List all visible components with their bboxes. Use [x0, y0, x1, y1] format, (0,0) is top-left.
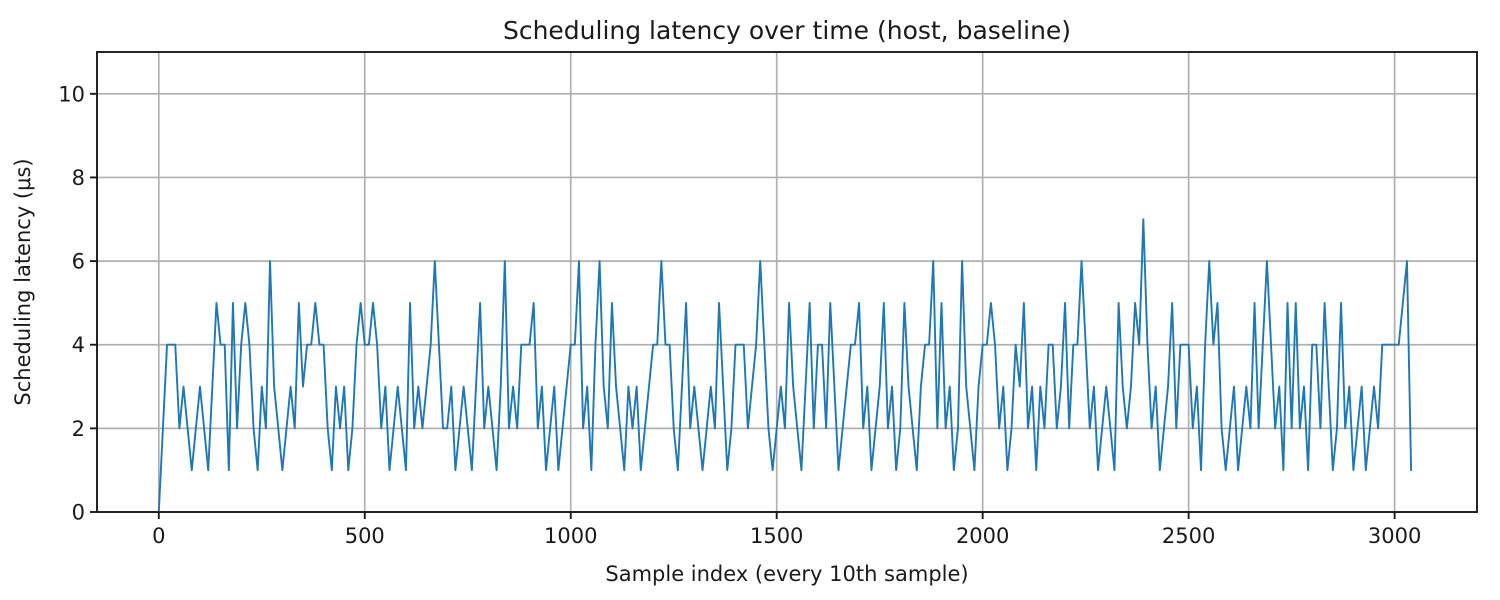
- x-tick-label: 2000: [956, 524, 1009, 548]
- x-tick-label: 2500: [1162, 524, 1215, 548]
- x-tick-label: 1000: [544, 524, 597, 548]
- x-tick-label: 0: [152, 524, 165, 548]
- x-tick-label: 500: [345, 524, 385, 548]
- plot-border: [96, 51, 1478, 513]
- y-axis-label: Scheduling latency (μs): [11, 158, 35, 405]
- y-tick-label: 8: [72, 166, 85, 190]
- y-tick-label: 6: [72, 250, 85, 274]
- x-tick-label: 3000: [1368, 524, 1421, 548]
- gridlines: [97, 52, 1477, 513]
- y-tick-label: 0: [72, 501, 85, 525]
- x-axis: 0 500 1000 1500 2000 2500 3000: [152, 512, 1421, 548]
- data-line: [157, 218, 1413, 513]
- x-tick-label: 1500: [750, 524, 803, 548]
- chart-title: Scheduling latency over time (host, base…: [503, 16, 1071, 45]
- y-tick-label: 4: [72, 333, 85, 357]
- y-tick-label: 10: [58, 82, 85, 106]
- x-axis-label: Sample index (every 10th sample): [605, 562, 968, 586]
- y-tick-label: 2: [72, 417, 85, 441]
- y-axis: 0 2 4 6 8 10: [58, 82, 97, 525]
